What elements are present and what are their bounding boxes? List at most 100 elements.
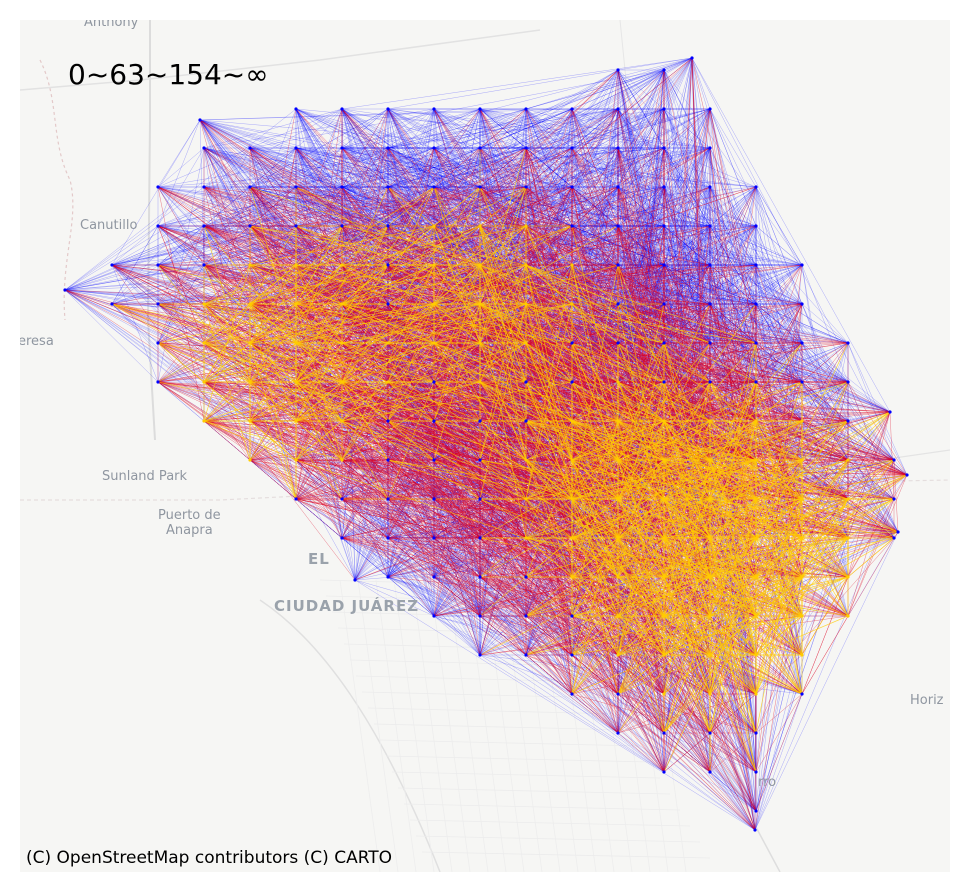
- flow-link: [64, 108, 665, 291]
- flow-link: [479, 654, 665, 773]
- flow-link: [617, 69, 665, 188]
- flow-link: [354, 579, 756, 831]
- flow-link: [755, 225, 803, 266]
- flow-link: [617, 108, 665, 188]
- street: [385, 755, 651, 763]
- street: [411, 579, 453, 872]
- flow-link: [199, 108, 527, 121]
- flow-link: [203, 108, 435, 149]
- flow-link: [801, 531, 899, 695]
- flow-link: [479, 225, 619, 305]
- flow-link: [479, 531, 899, 578]
- flow-link: [754, 498, 895, 831]
- flow-link: [295, 459, 343, 500]
- flow-link: [663, 732, 711, 773]
- street: [403, 803, 681, 811]
- flow-link: [203, 264, 297, 305]
- flow-link: [525, 225, 891, 413]
- flow-link: [525, 474, 908, 539]
- street: [415, 835, 701, 843]
- flow-link: [525, 57, 693, 305]
- flow-link: [341, 57, 693, 383]
- flow-link: [755, 303, 891, 413]
- flow-link: [199, 119, 481, 266]
- flow-link: [525, 225, 573, 266]
- flow-link: [617, 108, 665, 188]
- flow-link: [571, 693, 711, 734]
- flow-link: [341, 225, 527, 266]
- street: [355, 675, 601, 683]
- flow-link: [199, 119, 711, 461]
- flow-link: [617, 411, 891, 422]
- flow-link: [479, 108, 573, 149]
- flow-link: [249, 225, 481, 266]
- flow-link: [341, 108, 481, 149]
- flow-link: [157, 147, 205, 188]
- flow-link: [847, 381, 908, 476]
- flow-link: [433, 498, 527, 539]
- street: [375, 579, 417, 872]
- flow-link: [847, 411, 891, 539]
- flow-link: [755, 225, 803, 344]
- flow-link: [199, 119, 251, 188]
- flow-link: [387, 186, 891, 413]
- flow-link: [199, 119, 435, 188]
- flow-link: [199, 119, 205, 266]
- flow-link: [64, 147, 297, 291]
- flow-link: [387, 69, 619, 110]
- flow-link: [64, 264, 159, 291]
- flow-link: [295, 108, 527, 188]
- flow-link: [249, 459, 665, 773]
- road: [539, 619, 781, 872]
- street: [325, 595, 551, 603]
- flow-link: [663, 69, 899, 533]
- flow-network: [63, 56, 909, 832]
- flow-link: [64, 289, 665, 500]
- flow-link: [341, 459, 389, 500]
- flow-link: [199, 119, 251, 305]
- flow-link: [663, 57, 693, 578]
- flow-link: [341, 498, 481, 539]
- street: [397, 787, 671, 795]
- flow-link: [893, 459, 899, 533]
- flow-link: [387, 498, 756, 831]
- flow-link: [295, 57, 693, 383]
- flow-link: [249, 225, 435, 266]
- flow-link: [203, 108, 343, 149]
- street: [391, 771, 661, 779]
- flow-link: [847, 420, 895, 461]
- flow-link: [525, 225, 908, 476]
- flow-link: [663, 69, 803, 344]
- flow-link: [663, 264, 803, 305]
- flow-link: [571, 108, 711, 188]
- flow-link: [203, 381, 356, 581]
- flow-link: [249, 108, 343, 149]
- flow-link: [199, 119, 527, 149]
- street: [367, 707, 621, 715]
- flow-link: [617, 57, 693, 71]
- flow-link: [571, 342, 908, 476]
- flow-link: [433, 69, 665, 149]
- flow-link: [691, 57, 711, 617]
- flow-link: [663, 186, 899, 533]
- flow-link: [525, 57, 693, 110]
- flow-link: [111, 264, 159, 383]
- flow-link: [479, 57, 693, 149]
- flow-link: [754, 498, 849, 831]
- flow-link: [64, 57, 693, 291]
- flow-link: [847, 342, 895, 461]
- flow-link: [479, 57, 693, 188]
- flow-link: [111, 225, 159, 266]
- flow-link: [663, 576, 756, 831]
- flow-link: [387, 264, 908, 476]
- flow-link: [571, 108, 619, 149]
- street: [373, 723, 631, 731]
- flow-link: [525, 108, 665, 149]
- flow-link: [754, 531, 899, 831]
- flow-link: [663, 654, 756, 831]
- flow-link: [203, 420, 343, 539]
- street: [393, 579, 435, 872]
- map-canvas[interactable]: Anthony Canutillo eresa Sunland Park Pue…: [20, 20, 950, 872]
- street: [361, 691, 611, 699]
- flow-link: [801, 411, 891, 539]
